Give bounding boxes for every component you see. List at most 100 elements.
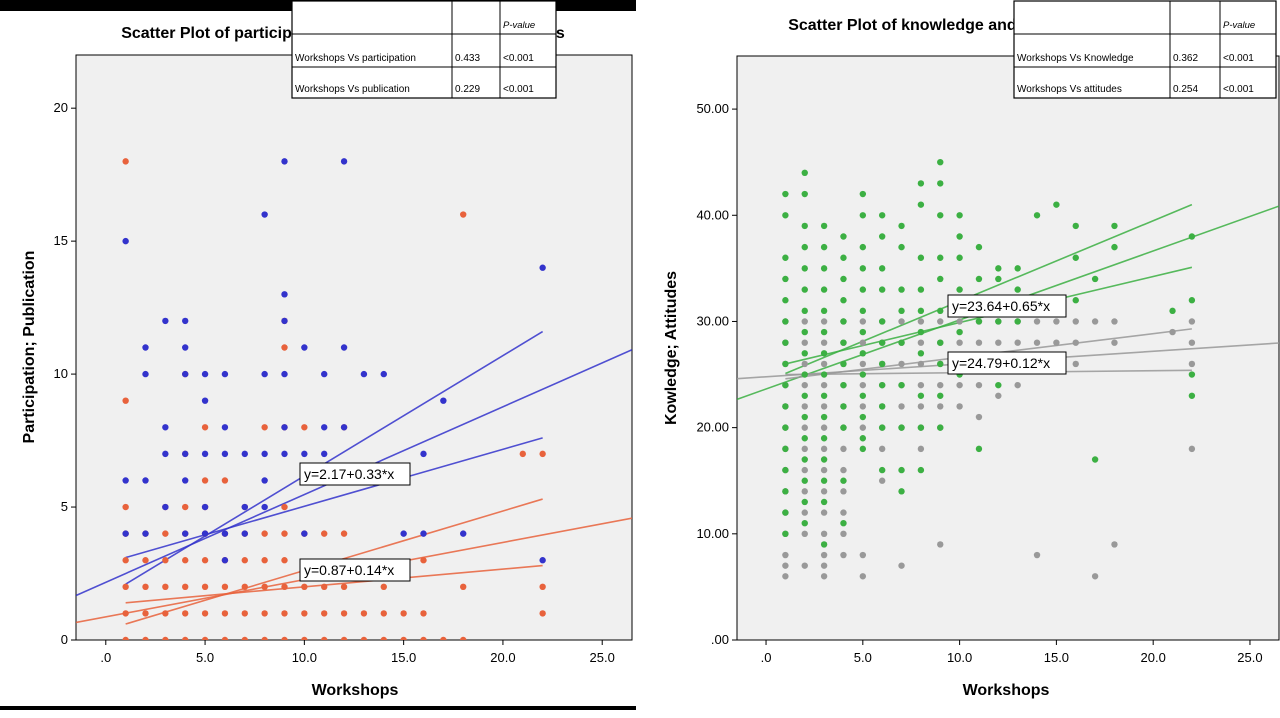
data-point [782, 381, 789, 389]
data-point [539, 557, 546, 564]
data-point [122, 636, 129, 640]
data-point [201, 583, 209, 591]
data-point [122, 557, 129, 564]
data-point [420, 557, 427, 564]
data-point [261, 477, 268, 484]
data-point [301, 344, 308, 351]
data-point [261, 370, 268, 378]
confidence-line [125, 564, 543, 604]
data-point [301, 530, 308, 537]
data-point [281, 530, 288, 537]
data-point [937, 318, 944, 325]
data-point [241, 450, 248, 458]
data-point [840, 445, 847, 453]
data-point [261, 557, 268, 564]
data-point [281, 370, 288, 378]
data-point [261, 211, 268, 218]
data-point [937, 212, 944, 219]
data-point [1072, 222, 1079, 230]
data-point [1188, 445, 1196, 453]
right-scatter-chart: Scatter Plot of knowledge and attitudes … [663, 0, 1280, 699]
data-point [878, 403, 886, 410]
data-point [122, 503, 129, 511]
data-point [917, 392, 925, 399]
data-point [1091, 573, 1099, 580]
data-point [1169, 307, 1176, 315]
data-point [221, 450, 229, 458]
data-point [782, 445, 789, 453]
confidence-line [785, 203, 1193, 375]
data-point [840, 381, 847, 389]
data-point [1091, 318, 1099, 325]
data-point [878, 318, 886, 325]
data-point [917, 424, 925, 431]
data-point [859, 381, 867, 389]
data-point [321, 610, 328, 617]
data-point [340, 158, 348, 165]
data-point [937, 381, 944, 389]
data-point [321, 530, 328, 537]
y-ticks: .00 10.00 20.00 30.00 40.00 50.00 [696, 101, 737, 647]
data-point [898, 403, 905, 410]
data-point [878, 233, 886, 240]
data-point [975, 339, 983, 346]
data-point [956, 233, 963, 240]
data-point [142, 610, 149, 617]
x-tick-label: .0 [100, 650, 111, 665]
data-point [1033, 551, 1041, 559]
data-point [142, 636, 149, 640]
data-point [820, 498, 828, 506]
data-point [859, 318, 867, 325]
data-point [840, 360, 847, 368]
data-point [261, 610, 268, 617]
data-point [995, 275, 1002, 283]
data-point [201, 636, 209, 640]
data-point [281, 557, 288, 564]
data-point [782, 339, 789, 346]
data-point [878, 212, 886, 219]
data-point [380, 370, 387, 378]
data-point [221, 610, 229, 617]
svg-text:y=0.87+0.14*x: y=0.87+0.14*x [304, 562, 394, 578]
data-point [539, 610, 546, 617]
data-point [241, 610, 248, 617]
data-point [878, 466, 886, 474]
data-point [917, 381, 925, 389]
data-point [859, 243, 867, 251]
data-point [820, 307, 828, 315]
data-point [201, 557, 209, 564]
data-point [519, 450, 526, 458]
data-point [122, 477, 129, 484]
data-point [917, 403, 925, 410]
data-point [820, 573, 828, 580]
x-tick-label: 5.0 [854, 650, 872, 665]
data-point [142, 583, 149, 591]
data-point [142, 344, 149, 351]
data-point [782, 254, 789, 261]
data-point [917, 328, 925, 336]
data-point [380, 583, 387, 591]
data-point [898, 381, 905, 389]
data-point [840, 530, 847, 538]
data-point [782, 551, 789, 559]
svg-text:y=23.64+0.65*x: y=23.64+0.65*x [952, 298, 1050, 314]
data-point [122, 237, 129, 245]
data-point [201, 530, 209, 537]
x-tick-label: 15.0 [391, 650, 416, 665]
data-point [820, 371, 828, 378]
data-point [820, 456, 828, 463]
data-point [840, 403, 847, 410]
data-point [898, 286, 905, 293]
data-point [840, 275, 847, 283]
data-point [261, 503, 268, 511]
y-tick-label: 50.00 [696, 101, 729, 116]
data-point [937, 339, 944, 346]
data-point [1014, 286, 1021, 293]
data-point [440, 636, 447, 640]
data-point [340, 530, 348, 537]
data-point [321, 583, 328, 591]
data-point [801, 498, 808, 506]
y-tick-label: 10.00 [696, 526, 729, 541]
data-point [917, 286, 925, 293]
data-point [840, 477, 847, 484]
